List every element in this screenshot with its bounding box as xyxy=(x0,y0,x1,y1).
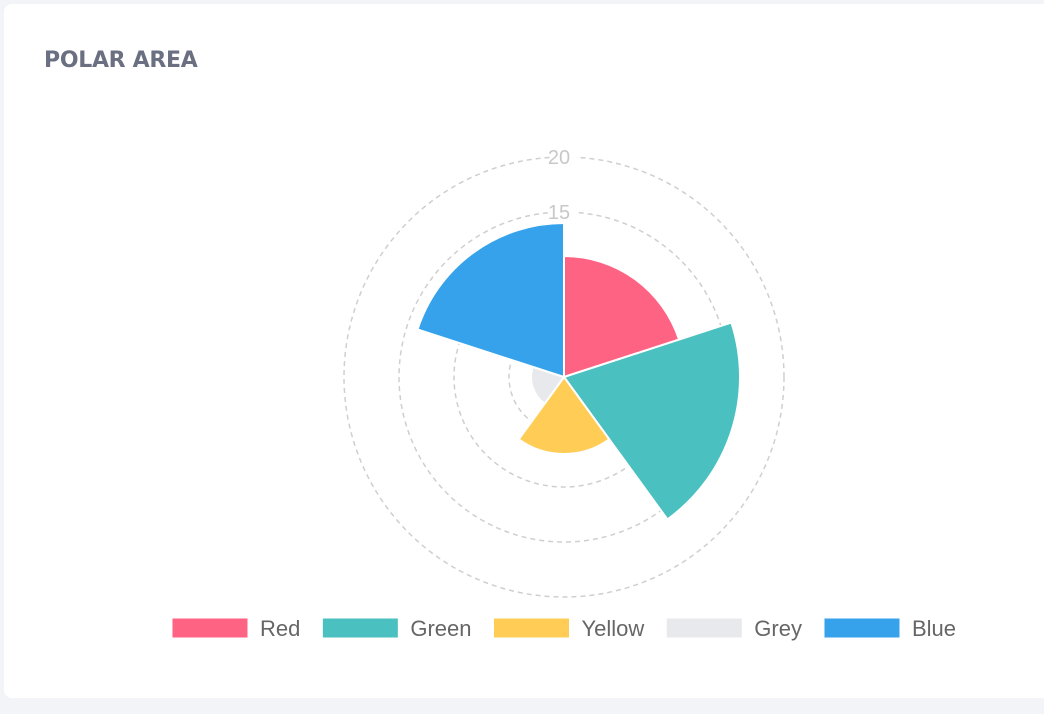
legend-label: Grey xyxy=(754,616,802,641)
legend-item-green[interactable]: Green xyxy=(321,616,471,641)
segment-green[interactable] xyxy=(562,321,741,521)
tick-label-backdrop xyxy=(550,146,578,168)
legend-swatch xyxy=(171,617,249,639)
legend-item-red[interactable]: Red xyxy=(171,616,300,641)
legend-item-blue[interactable]: Blue xyxy=(823,616,956,641)
segment-blue[interactable] xyxy=(416,221,565,379)
legend-swatch xyxy=(321,617,399,639)
legend-swatch xyxy=(823,617,901,639)
legend-label: Blue xyxy=(912,616,956,641)
r-tick-label: 20 xyxy=(548,147,570,169)
r-tick-label: 15 xyxy=(548,202,570,224)
legend-label: Green xyxy=(410,616,471,641)
segment-yellow[interactable] xyxy=(517,375,611,455)
card-title: POLAR AREA xyxy=(44,48,198,73)
tick-label-backdrop xyxy=(550,201,578,223)
legend-label: Red xyxy=(260,616,300,641)
legend-item-grey[interactable]: Grey xyxy=(665,616,802,641)
legend-swatch xyxy=(665,617,743,639)
legend-label: Yellow xyxy=(581,616,644,641)
legend-item-yellow[interactable]: Yellow xyxy=(492,616,644,641)
legend-swatch xyxy=(492,617,570,639)
segment-red[interactable] xyxy=(563,254,681,379)
